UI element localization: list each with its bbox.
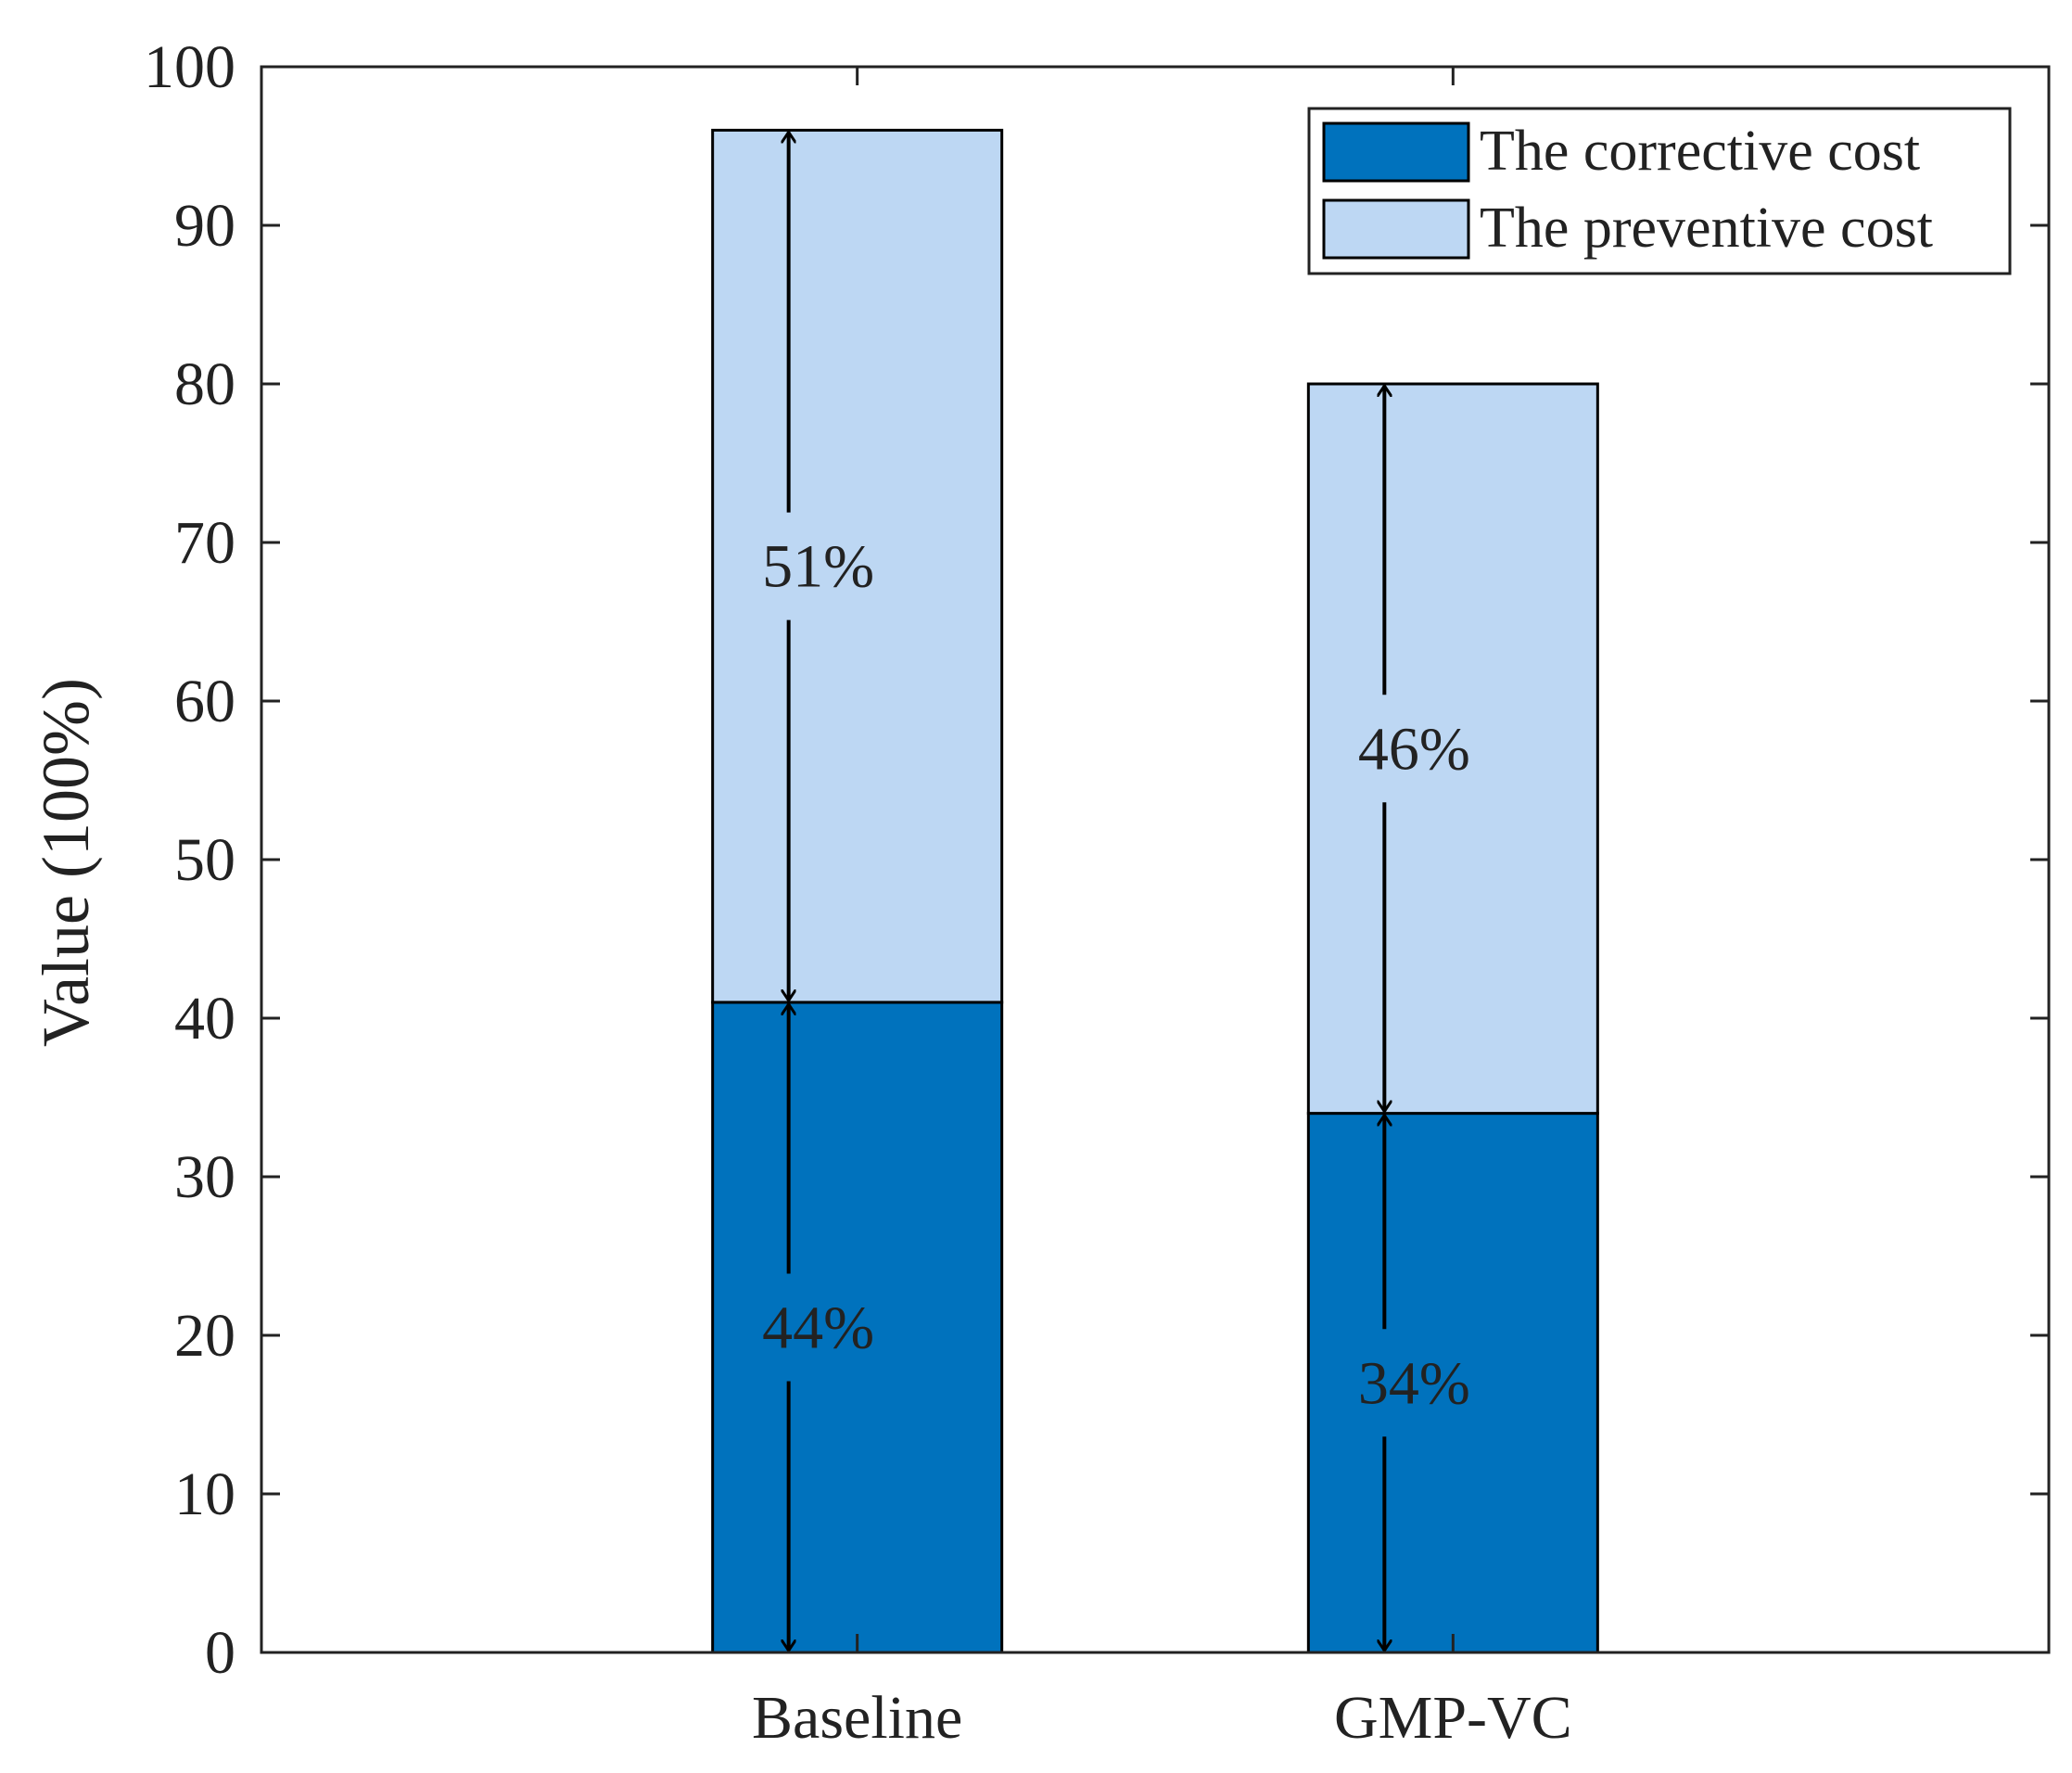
y-tick-label-40: 40 (174, 985, 235, 1052)
bar-baseline-series-2 (711, 128, 1004, 1004)
x-tick-label-gmp-vc: GMP-VC (1334, 1684, 1572, 1752)
annotation-label-1: 44% (762, 1294, 874, 1361)
axes-layer: 0 10 20 30 40 50 60 70 80 90 100 Baseline GMP-VC (144, 33, 2051, 1752)
bar-baseline-series-1 (711, 1001, 1004, 1654)
y-tick-label-20: 20 (174, 1302, 235, 1370)
y-tick-label-60: 60 (174, 668, 235, 735)
y-tick-label-10: 10 (174, 1460, 235, 1528)
y-tick-label-30: 30 (174, 1143, 235, 1211)
y-tick-label-70: 70 (174, 509, 235, 577)
bars-layer (711, 128, 1599, 1654)
annotation-label-2: 51% (762, 533, 874, 601)
y-tick-label-0: 0 (205, 1619, 235, 1687)
y-axis-label: Value (100%) (29, 678, 103, 1047)
plot-area-frame (260, 65, 2051, 1654)
y-tick-label-50: 50 (174, 826, 235, 894)
annotation-layer: 44% 51% 34% 46% (762, 132, 1470, 1651)
y-tick-label-100: 100 (144, 33, 235, 101)
x-tick-label-baseline: Baseline (752, 1684, 962, 1752)
annotation-label-4: 46% (1358, 715, 1470, 783)
legend-swatch-2 (1322, 198, 1470, 260)
legend-swatch-1 (1322, 121, 1470, 183)
legend-label-2: The preventive cost (1480, 197, 1933, 260)
y-tick-label-80: 80 (174, 351, 235, 418)
legend-label-1: The corrective cost (1480, 120, 1920, 183)
bar-gmp-vc-series-2 (1306, 382, 1599, 1116)
legend: The corrective cost The preventive cost (1307, 107, 2012, 275)
annotation-label-3: 34% (1358, 1349, 1470, 1417)
y-tick-label-90: 90 (174, 192, 235, 260)
